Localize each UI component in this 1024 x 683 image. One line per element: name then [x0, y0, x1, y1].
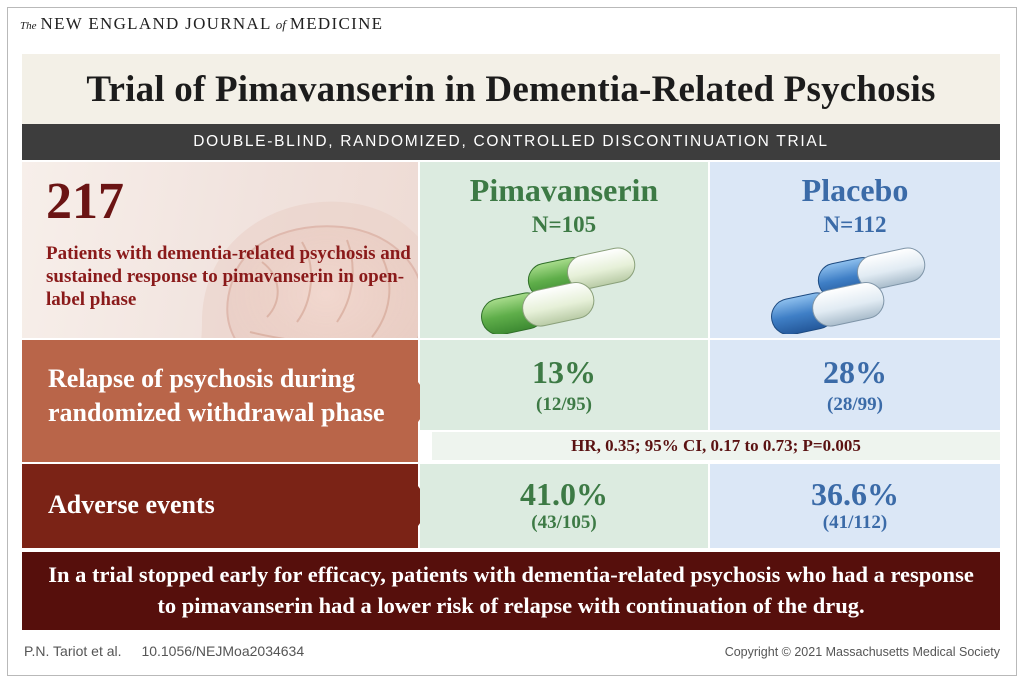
pimavanserin-arm-name: Pimavanserin	[469, 172, 659, 208]
pimavanserin-adverse-percent: 41.0%	[520, 476, 608, 512]
citation-authors: P.N. Tariot et al.	[24, 643, 122, 659]
hazard-ratio-text: HR, 0.35; 95% CI, 0.17 to 0.73; P=0.005	[571, 436, 861, 455]
subtitle-band: DOUBLE-BLIND, RANDOMIZED, CONTROLLED DIS…	[22, 124, 1000, 160]
title-band: Trial of Pimavanserin in Dementia-Relate…	[22, 54, 1000, 124]
citation: P.N. Tariot et al. 10.1056/NEJMoa2034634	[24, 643, 304, 659]
head-silhouette-icon	[201, 201, 418, 338]
relapse-label-line1: Relapse of psychosis during	[48, 364, 355, 393]
journal-of: of	[275, 17, 286, 32]
placebo-relapse-fraction: (28/99)	[827, 394, 883, 415]
placebo-arm-name: Placebo	[801, 172, 909, 208]
journal-masthead: The NEW ENGLAND JOURNAL of MEDICINE	[20, 14, 383, 36]
relapse-row-label-cell: Relapse of psychosis during randomized w…	[22, 340, 418, 462]
page-title: Trial of Pimavanserin in Dementia-Relate…	[86, 68, 936, 110]
copyright: Copyright © 2021 Massachusetts Medical S…	[724, 645, 1000, 659]
enrollment-description: Patients with dementia-related psychosis…	[46, 243, 411, 311]
green-capsule-icon	[481, 247, 636, 334]
journal-name-part1: NEW ENGLAND JOURNAL	[40, 14, 272, 33]
pimavanserin-relapse-percent: 13%	[532, 354, 596, 390]
placebo-adverse-percent: 36.6%	[811, 476, 899, 512]
journal-the: The	[20, 20, 37, 32]
enrollment-cell: 217 Patients with dementia-related psych…	[22, 162, 418, 338]
enrollment-count: 217	[46, 173, 124, 230]
pimavanserin-arm-header: Pimavanserin N=105	[420, 162, 708, 338]
pimavanserin-adverse-fraction: (43/105)	[531, 512, 597, 533]
pimavanserin-arm-n: N=105	[531, 212, 597, 237]
relapse-label-line2: randomized withdrawal phase	[48, 398, 385, 427]
adverse-row-label-cell: Adverse events	[22, 464, 418, 548]
placebo-adverse-fraction: (41/112)	[822, 512, 888, 533]
placebo-adverse-cell: 36.6% (41/112)	[710, 464, 1000, 548]
placebo-arm-header: Placebo N=112	[710, 162, 1000, 338]
placebo-arm-n: N=112	[823, 212, 887, 237]
journal-name-part2: MEDICINE	[289, 14, 384, 33]
pimavanserin-relapse-cell: 13% (12/95)	[420, 340, 708, 430]
pimavanserin-adverse-cell: 41.0% (43/105)	[420, 464, 708, 548]
pimavanserin-relapse-fraction: (12/95)	[536, 394, 592, 415]
citation-doi: 10.1056/NEJMoa2034634	[141, 643, 305, 659]
placebo-relapse-percent: 28%	[823, 354, 887, 390]
hazard-ratio-band: HR, 0.35; 95% CI, 0.17 to 0.73; P=0.005	[432, 432, 1000, 460]
blue-capsule-icon	[771, 247, 926, 334]
trial-design-subtitle: DOUBLE-BLIND, RANDOMIZED, CONTROLLED DIS…	[193, 133, 829, 150]
conclusion-text: In a trial stopped early for efficacy, p…	[48, 562, 974, 618]
placebo-relapse-cell: 28% (28/99)	[710, 340, 1000, 430]
conclusion-band: In a trial stopped early for efficacy, p…	[22, 552, 1000, 630]
adverse-label: Adverse events	[48, 490, 215, 519]
